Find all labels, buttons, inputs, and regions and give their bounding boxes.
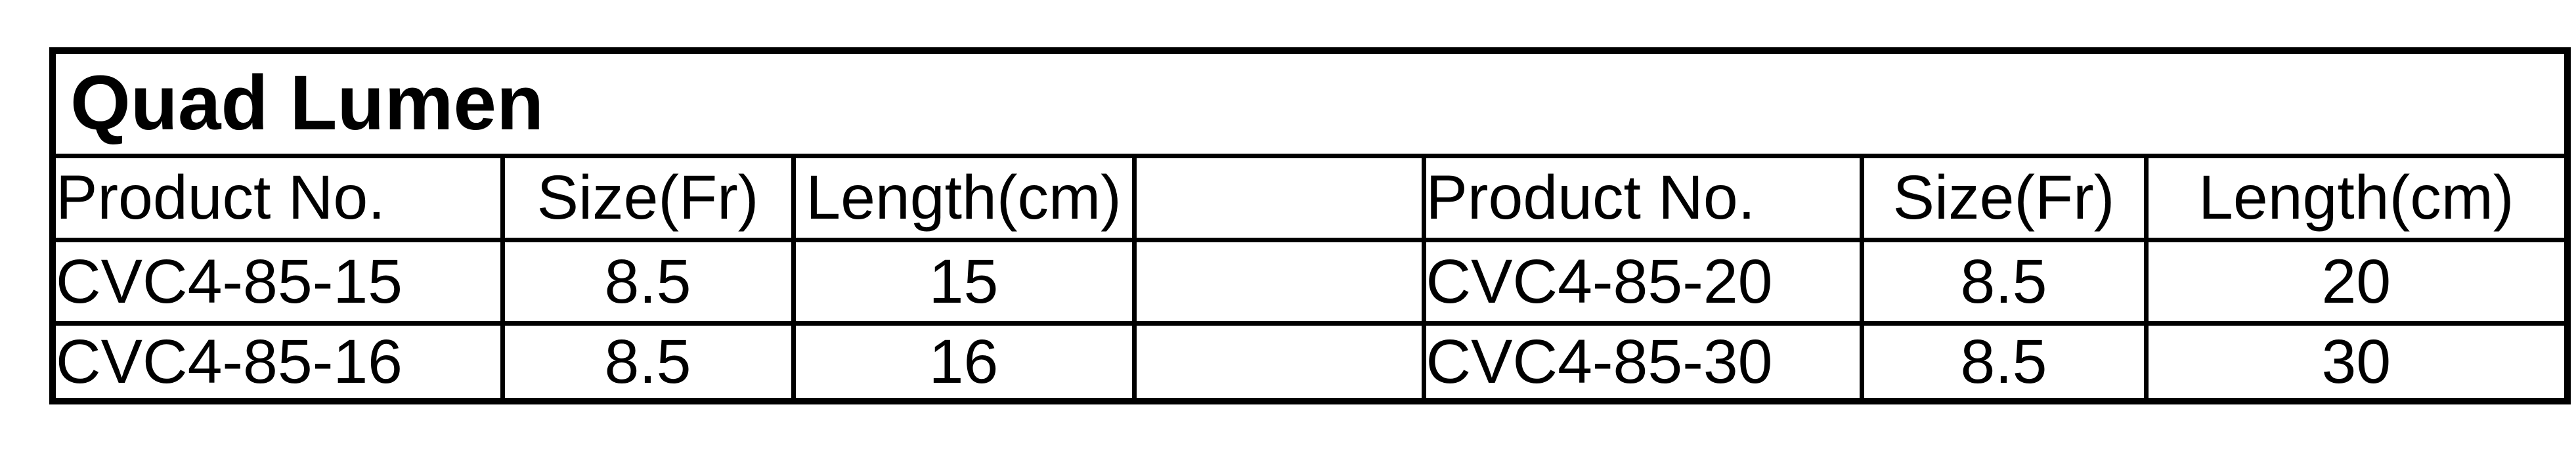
spacer-cell <box>1131 321 1426 404</box>
cell-size-fr: 8.5 <box>500 238 796 326</box>
spacer-cell <box>1131 154 1426 242</box>
table-title: Quad Lumen <box>50 48 2570 158</box>
header-length-cm-right: Length(cm) <box>2143 154 2570 242</box>
spacer-cell <box>1131 238 1426 326</box>
header-length-cm-left: Length(cm) <box>791 154 1137 242</box>
cell-size-fr: 8.5 <box>500 321 796 404</box>
cell-product-no: CVC4-85-15 <box>50 238 505 326</box>
cell-length-cm: 30 <box>2143 321 2570 404</box>
header-size-fr-right: Size(Fr) <box>1859 154 2149 242</box>
table-title-row: Quad Lumen <box>50 48 2570 158</box>
cell-product-no: CVC4-85-16 <box>50 321 505 404</box>
quad-lumen-spec-table: Quad Lumen Product No. Size(Fr) Length(c… <box>49 47 2571 404</box>
table-row: CVC4-85-15 8.5 15 CVC4-85-20 8.5 20 <box>50 238 2570 326</box>
cell-length-cm: 16 <box>791 321 1137 404</box>
cell-size-fr: 8.5 <box>1859 238 2149 326</box>
header-product-no-left: Product No. <box>50 154 505 242</box>
table-header-row: Product No. Size(Fr) Length(cm) Product … <box>50 154 2570 242</box>
cell-product-no: CVC4-85-30 <box>1421 321 1864 404</box>
cell-product-no: CVC4-85-20 <box>1421 238 1864 326</box>
cell-length-cm: 20 <box>2143 238 2570 326</box>
table-row: CVC4-85-16 8.5 16 CVC4-85-30 8.5 30 <box>50 321 2570 404</box>
cell-size-fr: 8.5 <box>1859 321 2149 404</box>
cell-length-cm: 15 <box>791 238 1137 326</box>
header-product-no-right: Product No. <box>1421 154 1864 242</box>
header-size-fr-left: Size(Fr) <box>500 154 796 242</box>
